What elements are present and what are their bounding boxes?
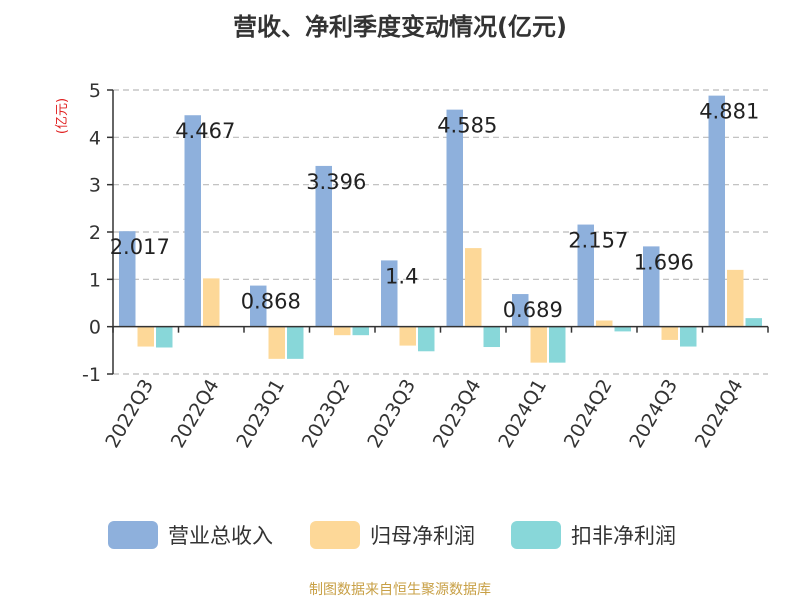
bar-2023Q3-series-1	[399, 326, 416, 346]
x-tick-label: 2022Q3	[101, 376, 158, 452]
bar-2023Q1-series-2	[287, 326, 304, 359]
bar-2024Q2-series-0	[577, 224, 594, 327]
data-label: 4.881	[699, 100, 759, 124]
bar-2024Q3-series-1	[661, 326, 678, 340]
y-tick-label: 4	[89, 127, 101, 149]
bar-2024Q4-series-2	[745, 318, 762, 327]
bar-2022Q3-series-2	[156, 326, 173, 348]
y-tick-label: -1	[82, 364, 101, 386]
data-label: 1.696	[634, 250, 694, 274]
bar-2023Q4-series-0	[446, 109, 463, 327]
legend-swatch	[108, 521, 158, 549]
x-tick-label: 2024Q3	[625, 376, 682, 452]
data-label: 2.017	[110, 235, 170, 259]
data-label: 3.396	[306, 170, 366, 194]
bar-2024Q4-series-0	[708, 95, 725, 327]
bar-2024Q4-series-1	[727, 269, 744, 327]
x-tick-label: 2023Q1	[232, 376, 289, 452]
y-tick-label: 3	[89, 175, 101, 197]
legend-label: 归母净利润	[370, 524, 475, 548]
bar-2024Q2-series-2	[614, 326, 631, 332]
x-tick-label: 2023Q3	[363, 376, 420, 452]
bar-2024Q2-series-1	[596, 320, 613, 327]
bar-2023Q2-series-1	[334, 326, 351, 336]
data-label: 0.689	[503, 298, 563, 322]
bar-2023Q2-series-2	[352, 326, 369, 336]
chart-title: 营收、净利季度变动情况(亿元)	[233, 13, 567, 41]
y-tick-label: 0	[89, 317, 101, 339]
x-tick-label: 2023Q4	[429, 376, 486, 452]
data-label: 0.868	[241, 290, 301, 314]
bar-2023Q3-series-0	[381, 260, 398, 327]
bar-2023Q1-series-1	[268, 326, 285, 359]
bar-2022Q3-series-0	[119, 231, 136, 327]
legend: 营业总收入 归母净利润 扣非净利润	[108, 521, 676, 549]
y-tick-label: 2	[89, 222, 101, 244]
x-tick-label: 2024Q2	[560, 376, 617, 452]
source-note: 制图数据来自恒生聚源数据库	[309, 582, 491, 598]
y-tick-label: 5	[89, 80, 101, 102]
x-axis-ticks: 2022Q3 2022Q4 2023Q1 2023Q2 2023Q3 2023Q4 2024…	[101, 326, 769, 452]
bar-2024Q3-series-0	[643, 246, 660, 327]
x-tick-label: 2022Q4	[167, 376, 224, 452]
bar-2022Q4-series-1	[203, 278, 220, 327]
bar-2024Q1-series-0	[512, 294, 529, 327]
bar-2023Q4-series-2	[483, 326, 500, 348]
bars	[119, 95, 762, 363]
y-axis-label: (亿元)	[55, 98, 70, 134]
x-tick-label: 2023Q2	[298, 376, 355, 452]
bar-2022Q4-series-0	[184, 115, 201, 327]
legend-label: 营业总收入	[168, 524, 273, 548]
data-label: 2.157	[568, 229, 628, 253]
bar-2024Q1-series-2	[549, 326, 566, 363]
bar-2023Q3-series-2	[418, 326, 435, 352]
bar-2023Q2-series-0	[315, 165, 332, 327]
data-labels: 2.017 4.467 0.868 3.396 1.4 4.585 0.689 2.1571.…	[110, 100, 760, 322]
legend-swatch	[310, 521, 360, 549]
bar-2023Q1-series-0	[250, 285, 267, 327]
legend-swatch	[511, 521, 561, 549]
data-label: 4.467	[175, 119, 235, 143]
y-tick-label: 1	[89, 269, 101, 291]
bar-2024Q3-series-2	[680, 326, 697, 347]
bar-2023Q4-series-1	[465, 248, 482, 327]
bar-2022Q3-series-1	[137, 326, 154, 347]
legend-label: 扣非净利润	[571, 524, 676, 548]
x-tick-label: 2024Q4	[691, 376, 748, 452]
bar-2024Q1-series-1	[530, 326, 547, 363]
data-label: 1.4	[385, 264, 418, 288]
x-tick-label: 2024Q1	[494, 376, 551, 452]
y-axis-ticks: -1 0 1 2 3 4 5	[82, 80, 113, 386]
data-label: 4.585	[437, 114, 497, 138]
